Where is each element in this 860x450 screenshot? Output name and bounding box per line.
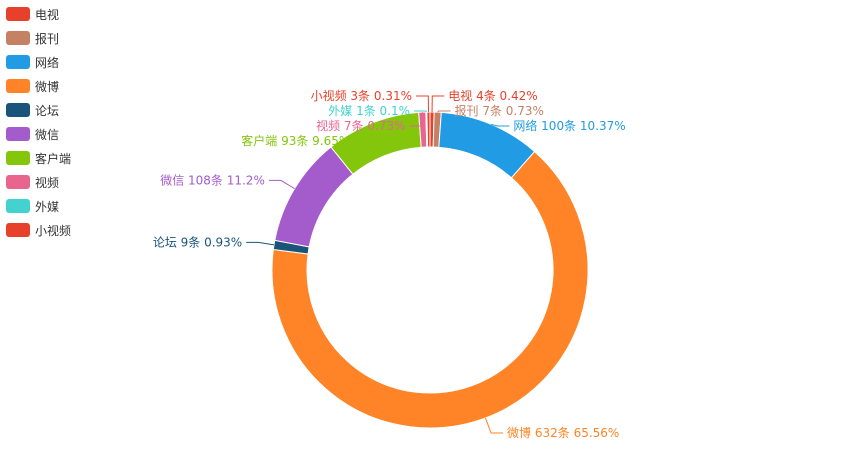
legend-label: 电视 — [35, 7, 60, 22]
donut-slices — [271, 111, 589, 429]
slice-label: 微博 632条 65.56% — [507, 425, 619, 440]
donut-slice[interactable] — [426, 111, 431, 148]
label-line — [354, 122, 373, 142]
slice-label: 外媒 1条 0.1% — [328, 104, 410, 118]
label-line — [484, 417, 504, 434]
legend-swatch — [6, 31, 30, 45]
slice-label: 网络 100条 10.37% — [513, 118, 625, 133]
legend-label: 视频 — [35, 175, 60, 190]
legend-item[interactable]: 视频 — [6, 170, 71, 194]
label-line — [414, 110, 427, 113]
legend-label: 网络 — [35, 55, 60, 70]
legend-item[interactable]: 小视频 — [6, 218, 71, 242]
label-line — [246, 241, 275, 246]
label-line — [268, 179, 295, 190]
label-line — [437, 110, 451, 113]
legend-label: 客户端 — [35, 151, 72, 166]
legend-item[interactable]: 客户端 — [6, 146, 71, 170]
legend-swatch — [6, 7, 30, 21]
legend: 电视报刊网络微博论坛微信客户端视频外媒小视频 — [6, 2, 71, 242]
slice-label: 电视 4条 0.42% — [448, 88, 537, 103]
legend-swatch — [6, 199, 30, 213]
legend-label: 报刊 — [35, 31, 60, 46]
legend-item[interactable]: 电视 — [6, 2, 71, 26]
label-line — [431, 95, 445, 113]
donut-slice[interactable] — [271, 150, 589, 429]
legend-swatch — [6, 151, 30, 165]
legend-label: 微信 — [35, 127, 60, 142]
legend-swatch — [6, 127, 30, 141]
donut-slice[interactable] — [274, 146, 354, 248]
legend-item[interactable]: 微博 — [6, 74, 71, 98]
legend-item[interactable]: 论坛 — [6, 98, 71, 122]
slice-label: 客户端 93条 9.65% — [241, 133, 350, 148]
legend-label: 微博 — [35, 79, 60, 94]
legend-swatch — [6, 223, 30, 237]
slice-labels: 电视 4条 0.42%报刊 7条 0.73%网络 100条 10.37% 微博 6… — [153, 88, 626, 440]
legend-label: 外媒 — [35, 199, 60, 214]
legend-item[interactable]: 外媒 — [6, 194, 71, 218]
label-line — [416, 95, 429, 113]
legend-label: 小视频 — [35, 223, 72, 238]
slice-label: 报刊 7条 0.73% — [455, 103, 544, 118]
legend-item[interactable]: 网络 — [6, 50, 71, 74]
legend-label: 论坛 — [35, 103, 60, 118]
slice-label: 小视频 3条 0.31% — [311, 88, 412, 103]
slice-label: 论坛 9条 0.93% — [153, 235, 242, 249]
slice-label: 视频 7条 0.73% — [316, 118, 405, 133]
label-line — [491, 123, 510, 127]
legend-item[interactable]: 报刊 — [6, 26, 71, 50]
legend-swatch — [6, 55, 30, 69]
legend-swatch — [6, 79, 30, 93]
slice-label: 微信 108条 11.2% — [160, 173, 265, 187]
legend-item[interactable]: 微信 — [6, 122, 71, 146]
label-line — [409, 112, 423, 127]
legend-swatch — [6, 103, 30, 117]
legend-swatch — [6, 175, 30, 189]
